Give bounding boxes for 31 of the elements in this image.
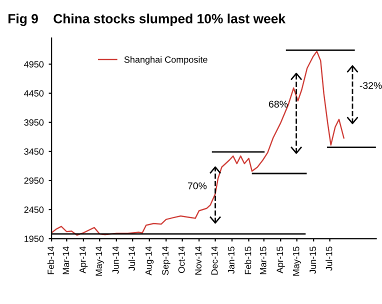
annotation: -32% <box>360 82 382 89</box>
x-tick-label: Feb-15 <box>244 246 252 274</box>
x-tick-label: Dec-14 <box>211 246 218 275</box>
line-series <box>52 50 344 236</box>
y-tick-label: 2950 <box>24 177 44 184</box>
x-tick-label: Jan-15 <box>228 246 234 274</box>
x-tick-label: Apr-14 <box>80 246 88 274</box>
x-tick-label: Jul-14 <box>128 246 136 271</box>
x-tick-label: Oct-14 <box>178 246 185 273</box>
y-tick-label: 3950 <box>24 119 44 126</box>
annotation: 68% <box>269 100 288 108</box>
x-tick-label: Apr-15 <box>276 246 285 274</box>
x-tick-label: Aug-14 <box>145 246 154 276</box>
x-tick-label: May-15 <box>292 246 302 276</box>
x-tick-label: Jul-15 <box>326 246 332 271</box>
x-tick-label: May-14 <box>96 246 104 276</box>
chart-title: Fig 9 China stocks slumped 10% last week <box>8 14 286 26</box>
y-tick-label: 2450 <box>24 206 44 213</box>
annotation: 70% <box>188 182 207 190</box>
legend-label: Shanghai Composite <box>124 56 208 65</box>
x-tick-label: Jun-14 <box>112 246 119 274</box>
y-tick-label: 3450 <box>24 148 44 155</box>
x-tick-label: Sep-14 <box>162 246 170 275</box>
y-tick-label: 1950 <box>24 236 44 242</box>
y-tick-label: 4950 <box>24 61 44 68</box>
x-tick-label: Feb-14 <box>47 246 54 274</box>
x-tick-label: Mar-15 <box>260 246 266 274</box>
x-tick-label: Jun-15 <box>310 246 316 274</box>
x-tick-label: Nov-14 <box>195 246 202 275</box>
y-tick-label: 4450 <box>24 90 44 97</box>
x-tick-label: Mar-14 <box>62 246 70 274</box>
